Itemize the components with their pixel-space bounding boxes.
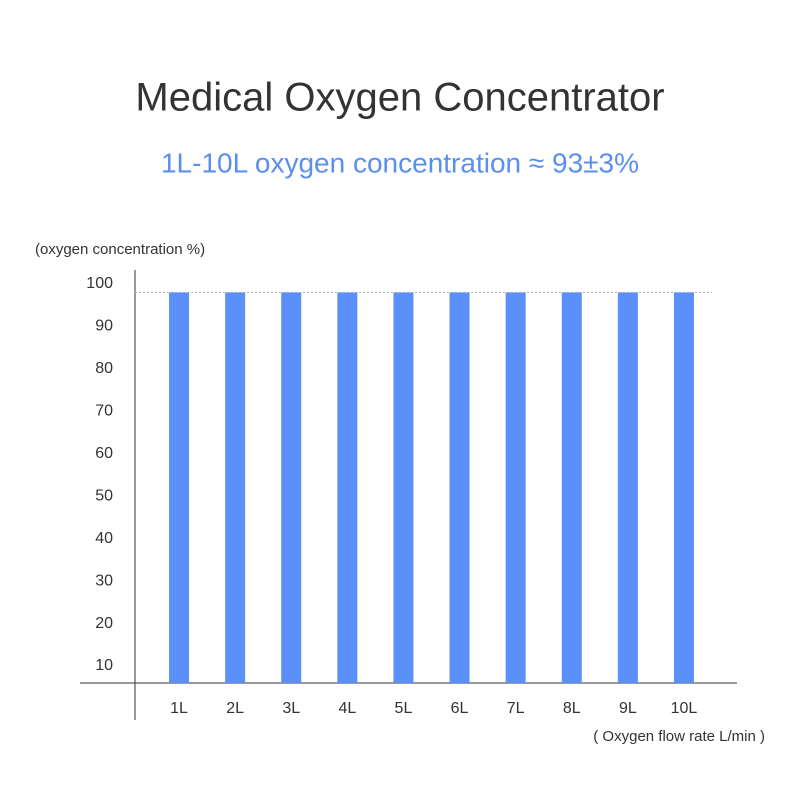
x-tick-label: 5L — [395, 700, 413, 717]
y-tick-label: 40 — [95, 530, 113, 547]
x-axis-label: ( Oxygen flow rate L/min ) — [593, 728, 765, 745]
chart-title: Medical Oxygen Concentrator — [135, 76, 664, 120]
bar — [281, 292, 302, 683]
chart-subtitle: 1L-10L oxygen concentration ≈ 93±3% — [161, 147, 639, 178]
y-tick-label: 50 — [95, 487, 113, 504]
x-tick-label: 1L — [170, 700, 188, 717]
bar — [225, 292, 246, 683]
y-tick-label: 30 — [95, 572, 113, 589]
x-tick-label: 2L — [226, 700, 244, 717]
y-tick-label: 100 — [86, 275, 113, 292]
y-tick-label: 90 — [95, 318, 113, 335]
bar — [673, 292, 694, 683]
bar — [449, 292, 470, 683]
x-tick-label: 9L — [619, 700, 637, 717]
y-tick-label: 20 — [95, 615, 113, 632]
bar — [337, 292, 358, 683]
y-tick-label: 10 — [95, 657, 113, 674]
bar — [617, 292, 638, 683]
y-tick-label: 60 — [95, 445, 113, 462]
y-axis-label: (oxygen concentration %) — [35, 241, 205, 258]
bar — [169, 292, 190, 683]
bar — [505, 292, 526, 683]
x-tick-label: 10L — [671, 700, 698, 717]
x-tick-label: 6L — [451, 700, 469, 717]
y-tick-label: 80 — [95, 360, 113, 377]
x-tick-label: 4L — [338, 700, 356, 717]
x-tick-label: 7L — [507, 700, 525, 717]
x-tick-label: 8L — [563, 700, 581, 717]
bar — [561, 292, 582, 683]
y-tick-label: 70 — [95, 403, 113, 420]
bar — [393, 292, 414, 683]
x-tick-label: 3L — [282, 700, 300, 717]
